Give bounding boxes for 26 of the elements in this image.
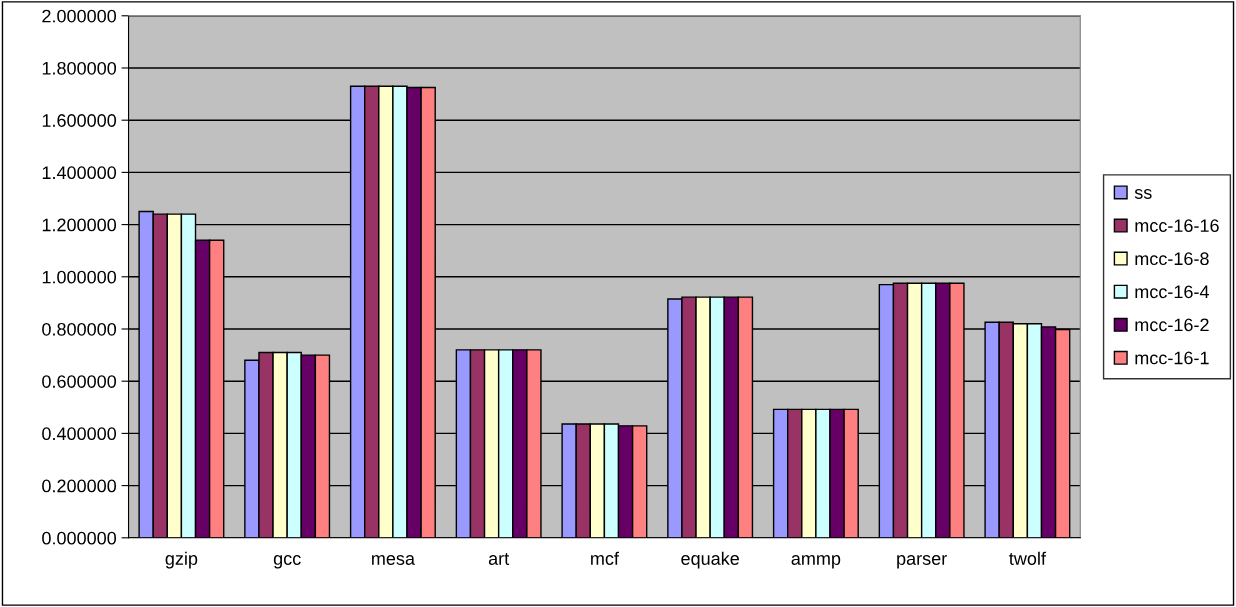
y-tick-label: 1.000000 bbox=[42, 270, 117, 284]
y-tick-label: 0.400000 bbox=[42, 427, 117, 441]
legend-label: mcc-16-16 bbox=[1135, 219, 1219, 233]
x-tick-label: mcf bbox=[591, 551, 619, 565]
legend-label: mcc-16-1 bbox=[1135, 351, 1209, 365]
y-tick-label: 0.600000 bbox=[42, 375, 117, 388]
x-tick-label: mesa bbox=[372, 555, 415, 565]
y-tick-label: 0.800000 bbox=[42, 322, 117, 336]
y-tick-label: 1.200000 bbox=[42, 218, 117, 232]
x-tick-label: gzip bbox=[165, 551, 198, 569]
x-tick-label: ammp bbox=[791, 555, 841, 569]
legend-label: mcc-16-8 bbox=[1135, 252, 1209, 266]
y-tick-label: 2.000000 bbox=[42, 9, 117, 23]
x-tick-label: art bbox=[488, 553, 510, 565]
y-tick-label: 0.000000 bbox=[42, 531, 117, 545]
y-tick-label: 1.800000 bbox=[42, 61, 117, 75]
legend-label: mcc-16-4 bbox=[1135, 285, 1209, 299]
x-tick-label: parser bbox=[897, 555, 947, 569]
legend-label: ss bbox=[1134, 189, 1152, 199]
y-tick-label: 1.400000 bbox=[42, 166, 117, 180]
x-tick-label: equake bbox=[681, 551, 739, 569]
y-tick-label: 1.600000 bbox=[42, 114, 117, 127]
legend-label: mcc-16-2 bbox=[1135, 318, 1209, 332]
x-tick-label: twolf bbox=[1009, 551, 1046, 565]
x-tick-label: gcc bbox=[273, 555, 301, 569]
y-tick-label: 0.200000 bbox=[42, 479, 117, 493]
